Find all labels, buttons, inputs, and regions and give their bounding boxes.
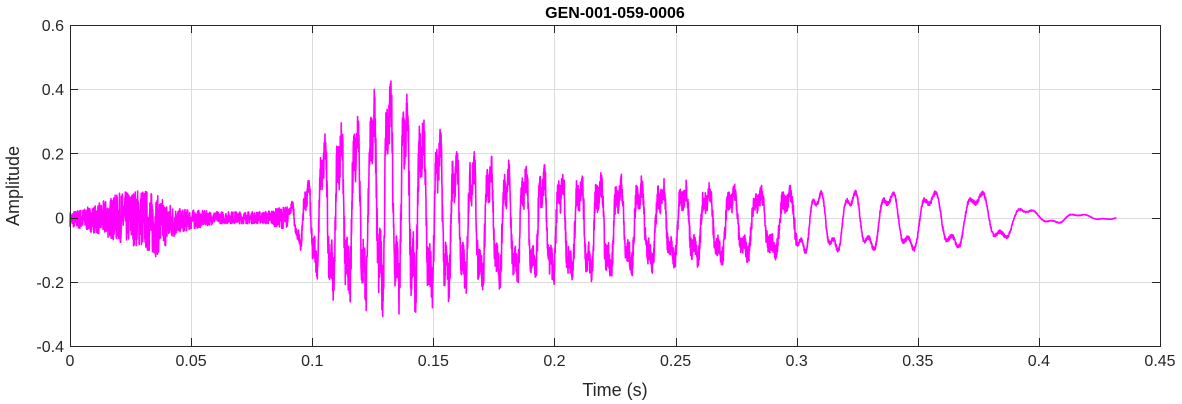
x-tick-label: 0.25 <box>660 353 691 370</box>
x-axis-label: Time (s) <box>582 380 647 400</box>
y-tick-label: 0.4 <box>42 82 64 99</box>
plot-area <box>69 80 1117 318</box>
chart-title: GEN-001-059-0006 <box>545 5 685 22</box>
y-tick-label: 0.6 <box>42 18 64 35</box>
x-tick-label: 0.4 <box>1028 353 1050 370</box>
y-tick-label: -0.4 <box>36 339 64 356</box>
y-tick-label: -0.2 <box>36 275 64 292</box>
waveform-series-line <box>69 80 1117 318</box>
y-axis-label: Amplitude <box>3 146 23 226</box>
x-tick-label: 0.35 <box>902 353 933 370</box>
x-tick-label: 0.15 <box>418 353 449 370</box>
x-tick-label: 0.45 <box>1144 353 1175 370</box>
x-tick-label: 0.05 <box>176 353 207 370</box>
grid <box>70 25 1160 346</box>
x-tick-label: 0 <box>66 353 75 370</box>
x-tick-label: 0.1 <box>301 353 323 370</box>
ticks: 0 0.05 0.1 0.15 0.2 0.25 0.3 0.35 0.4 0.45 -0.4 -0.… <box>36 18 1175 370</box>
x-tick-label: 0.3 <box>786 353 808 370</box>
axes-frame <box>70 25 1161 347</box>
y-tick-label: 0.2 <box>42 146 64 163</box>
y-tick-label: 0 <box>55 211 64 228</box>
x-tick-label: 0.2 <box>543 353 565 370</box>
